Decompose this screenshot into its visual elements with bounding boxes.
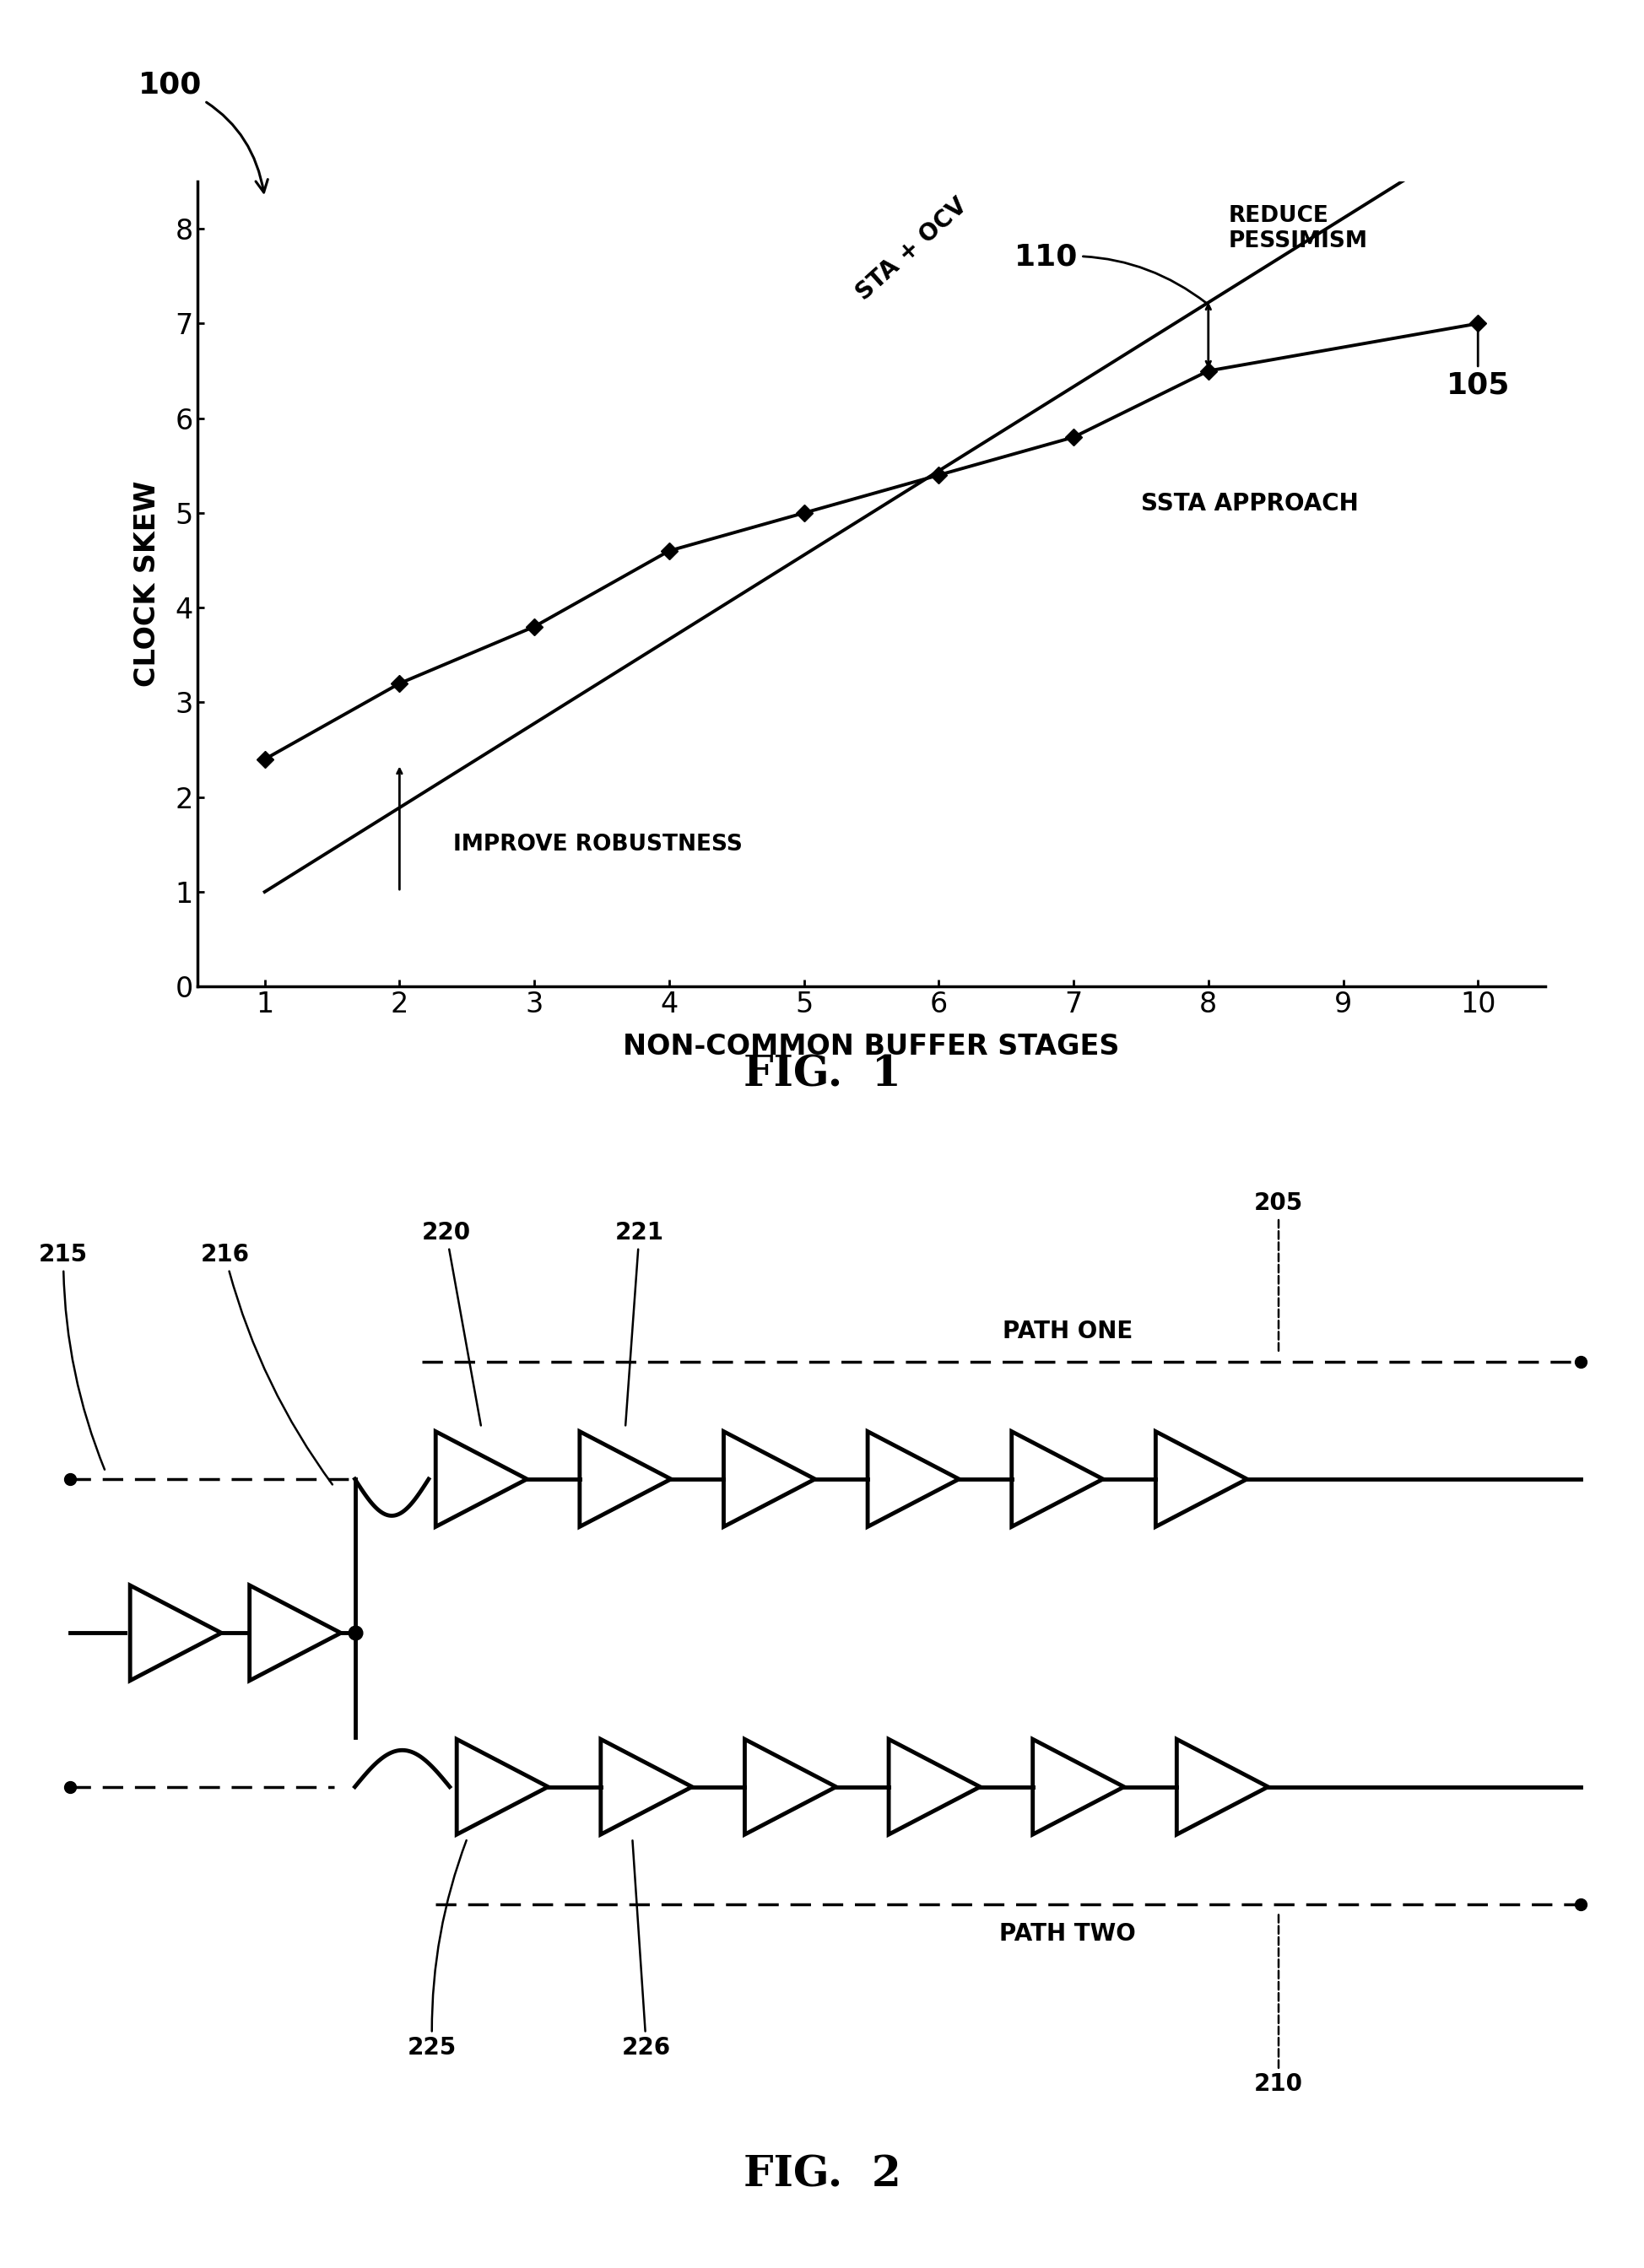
Text: SSTA APPROACH: SSTA APPROACH (1141, 492, 1358, 515)
Text: 221: 221 (615, 1220, 664, 1427)
Y-axis label: CLOCK SKEW: CLOCK SKEW (133, 481, 161, 687)
Text: 110: 110 (1014, 243, 1207, 304)
Text: 205: 205 (1254, 1191, 1304, 1352)
Text: REDUCE
PESSIMISM: REDUCE PESSIMISM (1228, 204, 1368, 252)
Text: 226: 226 (621, 1839, 671, 2059)
Text: STA + OCV: STA + OCV (852, 193, 972, 304)
Text: 216: 216 (201, 1243, 332, 1486)
Text: 210: 210 (1254, 1914, 1304, 2096)
Text: 220: 220 (421, 1220, 482, 1427)
Text: PATH ONE: PATH ONE (1003, 1320, 1133, 1343)
Text: 215: 215 (39, 1243, 105, 1470)
Text: PATH TWO: PATH TWO (1000, 1923, 1136, 1946)
Text: 225: 225 (408, 1839, 467, 2059)
Text: FIG.  1: FIG. 1 (743, 1055, 901, 1095)
Text: 105: 105 (1447, 327, 1509, 399)
Text: IMPROVE ROBUSTNESS: IMPROVE ROBUSTNESS (454, 835, 743, 855)
X-axis label: NON-COMMON BUFFER STAGES: NON-COMMON BUFFER STAGES (623, 1032, 1120, 1061)
Text: FIG.  2: FIG. 2 (743, 2155, 901, 2195)
Text: 100: 100 (138, 70, 268, 193)
